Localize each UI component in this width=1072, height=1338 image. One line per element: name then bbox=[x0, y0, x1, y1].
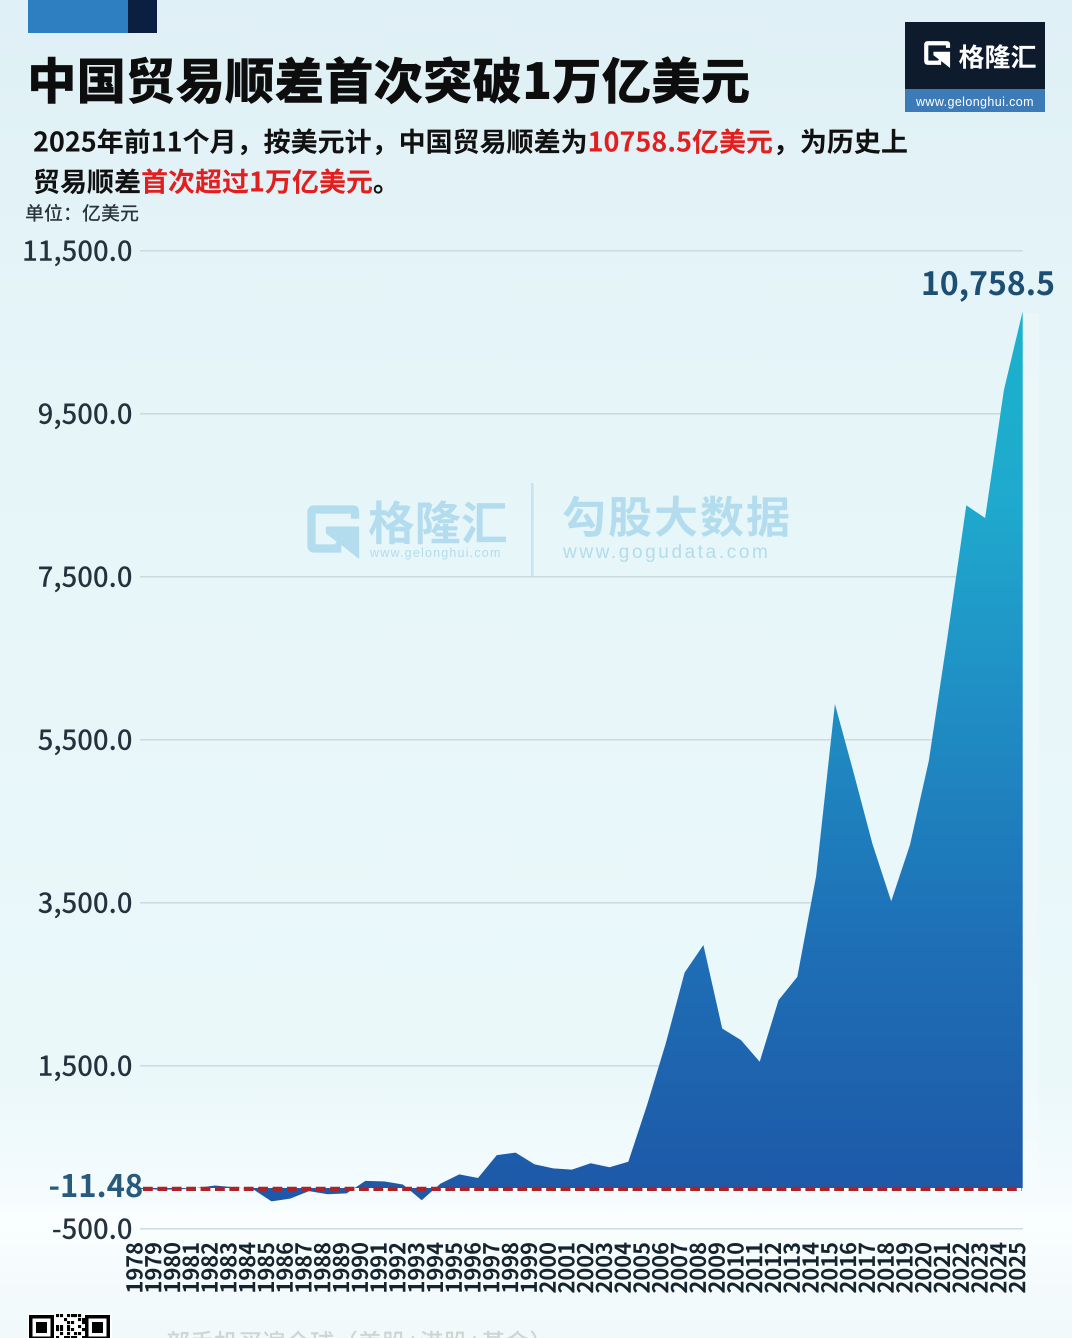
svg-text:www.gogudata.com: www.gogudata.com bbox=[562, 542, 770, 563]
svg-text:www.gelonghui.com: www.gelonghui.com bbox=[369, 546, 502, 560]
svg-text:www.gelonghui.com: www.gelonghui.com bbox=[915, 95, 1034, 109]
